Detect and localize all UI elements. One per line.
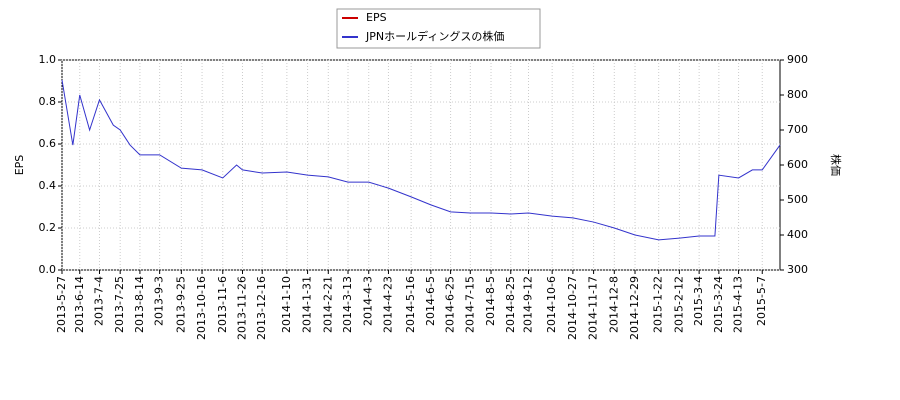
x-tick-label: 2014-2-21 [321, 276, 334, 333]
x-tick-label: 2013-9-25 [174, 276, 187, 333]
y-tick-label: 0.2 [39, 221, 57, 234]
x-tick-label: 2013-10-16 [195, 276, 208, 340]
y2-tick-label: 800 [787, 88, 808, 101]
x-tick-label: 2014-12-8 [607, 276, 620, 333]
x-tick-label: 2014-12-29 [628, 276, 641, 340]
x-tick-label: 2014-10-6 [545, 276, 558, 333]
y-axis-label: EPS [13, 155, 26, 176]
y2-tick-label: 400 [787, 228, 808, 241]
y2-tick-label: 600 [787, 158, 808, 171]
legend-label: JPNホールディングスの株価 [365, 29, 504, 43]
x-tick-label: 2013-12-16 [255, 276, 268, 340]
x-tick-label: 2015-3-4 [692, 276, 705, 326]
x-tick-label: 2015-5-7 [755, 276, 768, 326]
y-tick-label: 0.6 [39, 137, 57, 150]
x-tick-label: 2013-8-14 [133, 276, 146, 333]
y2-axis-label: 株価 [829, 154, 843, 176]
y-tick-label: 0.0 [39, 263, 57, 276]
y-tick-label: 0.8 [39, 95, 57, 108]
x-tick-label: 2013-7-4 [92, 276, 105, 326]
x-tick-label: 2013-11-26 [235, 276, 248, 340]
x-tick-label: 2014-10-27 [566, 276, 579, 340]
x-tick-label: 2014-6-25 [444, 276, 457, 333]
x-tick-label: 2014-5-16 [404, 276, 417, 333]
x-tick-label: 2015-1-22 [652, 276, 665, 333]
y-tick-label: 1.0 [39, 53, 57, 66]
y2-tick-label: 500 [787, 193, 808, 206]
x-tick-label: 2014-1-10 [280, 276, 293, 333]
x-tick-label: 2014-1-31 [301, 276, 314, 333]
legend-label: EPS [366, 11, 387, 24]
x-tick-label: 2014-4-3 [362, 276, 375, 326]
x-tick-label: 2013-11-6 [216, 276, 229, 333]
x-tick-label: 2013-5-27 [55, 276, 68, 333]
x-tick-label: 2014-7-15 [463, 276, 476, 333]
series-line [61, 79, 781, 241]
x-tick-label: 2015-3-24 [712, 276, 725, 333]
x-tick-label: 2014-6-5 [424, 276, 437, 326]
x-tick-label: 2014-4-23 [381, 276, 394, 333]
x-tick-label: 2014-3-13 [341, 276, 354, 333]
y2-tick-label: 700 [787, 123, 808, 136]
x-tick-label: 2013-7-25 [113, 276, 126, 333]
x-tick-label: 2015-4-13 [732, 276, 745, 333]
y-tick-label: 0.4 [39, 179, 57, 192]
x-tick-label: 2013-6-14 [73, 276, 86, 333]
x-tick-label: 2014-8-5 [484, 276, 497, 326]
x-tick-label: 2014-9-12 [522, 276, 535, 333]
x-tick-label: 2015-2-12 [672, 276, 685, 333]
x-tick-label: 2014-11-17 [587, 276, 600, 340]
x-tick-label: 2013-9-3 [153, 276, 166, 326]
legend [336, 8, 541, 49]
y2-tick-label: 300 [787, 263, 808, 276]
y2-tick-label: 900 [787, 53, 808, 66]
x-tick-label: 2014-8-25 [504, 276, 517, 333]
